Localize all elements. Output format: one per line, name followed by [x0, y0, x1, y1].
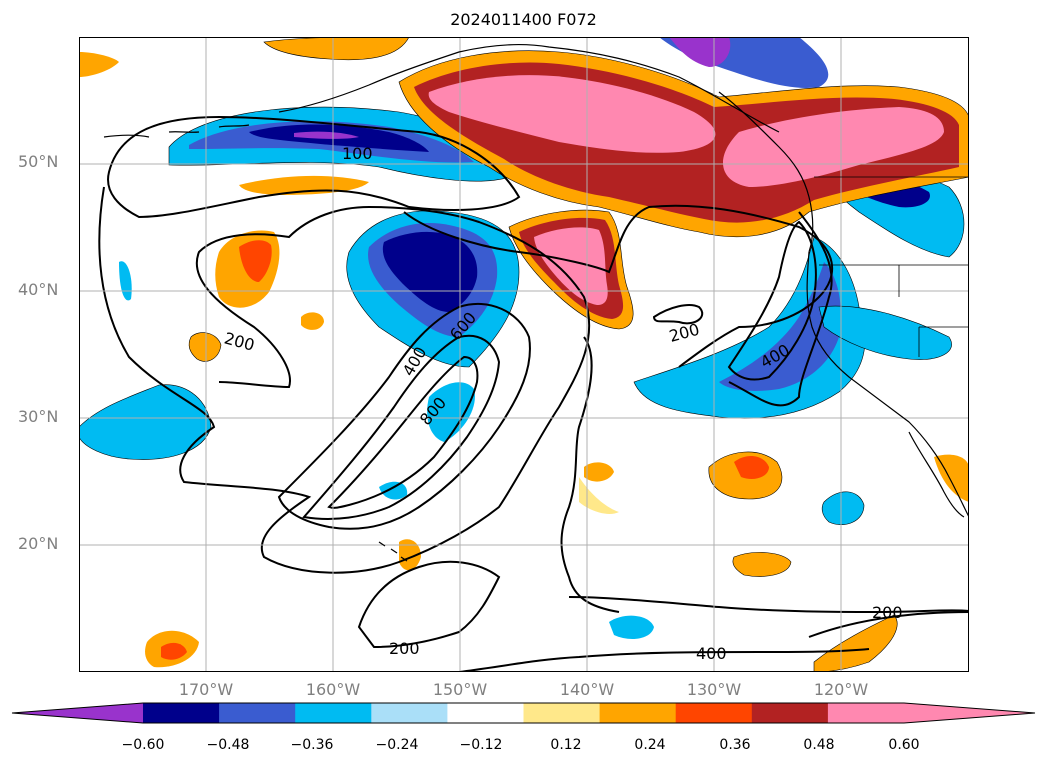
lat-label-30n: 30°N [18, 407, 59, 426]
contour-label: 400 [696, 644, 727, 663]
colorbar-segment [599, 703, 677, 723]
aleutian-islands [103, 124, 250, 138]
colorbar-segment [371, 703, 448, 723]
positive-area-hawaii [399, 539, 421, 571]
lon-label-170w: 170°W [178, 680, 234, 699]
lon-label-150w: 150°W [432, 680, 488, 699]
positive-area-subtropic-east-red [734, 455, 769, 479]
height-contours [98, 115, 969, 672]
positive-area-south-mid [732, 552, 792, 577]
colorbar-segments [12, 703, 1035, 723]
contour-200-east [652, 304, 704, 325]
positive-area-top-left [79, 52, 119, 77]
bc-coast [718, 91, 814, 253]
positive-area-west-tiny [301, 312, 324, 330]
positive-area-central-tongue-pink [534, 227, 608, 305]
lat-label-40n: 40°N [18, 280, 59, 299]
lon-label-120w: 120°W [813, 680, 869, 699]
contour-200-south [357, 560, 501, 649]
colorbar-segment [447, 703, 524, 723]
negative-area-north-top-core [669, 37, 731, 67]
lon-label-130w: 130°W [686, 680, 742, 699]
colorbar-tick: 0.12 [550, 737, 582, 753]
colorbar-tick: −0.24 [375, 737, 419, 753]
colorbar [11, 702, 1036, 724]
map-title: 2024011400 F072 [450, 10, 597, 29]
positive-area-subtropic-small [584, 462, 614, 482]
negative-area-small-southeast [821, 491, 865, 525]
positive-anomaly-areas [79, 37, 969, 672]
lat-label-50n: 50°N [18, 152, 59, 171]
contour-200-right [728, 211, 833, 407]
contour-400-south [458, 648, 870, 672]
map-frame [79, 37, 969, 672]
positive-area-west-blob-red [239, 240, 272, 282]
contour-label: 200 [389, 639, 420, 658]
state-border-1 [819, 264, 969, 297]
colorbar-segment [751, 703, 829, 723]
negative-area-small-hawaii [379, 481, 408, 500]
colorbar-tick: −0.12 [459, 737, 503, 753]
baja-peninsula [908, 431, 965, 518]
colorbar-tick: 0.24 [634, 737, 666, 753]
colorbar-tick: 0.60 [888, 737, 920, 753]
positive-area-southeast-streak [813, 614, 898, 672]
contour-800 [327, 355, 479, 509]
hawaii-islands [378, 541, 408, 562]
negative-area-small-south [609, 615, 654, 639]
contour-400-east [727, 220, 817, 381]
contour-200-southeast [808, 611, 969, 638]
negative-anomaly-areas [79, 37, 965, 639]
positive-area-southwest-red [161, 642, 187, 660]
contour-200-left [98, 186, 591, 574]
contour-600 [302, 334, 501, 520]
negative-area-central-core [382, 231, 478, 312]
positive-area-yellow-halo-north [579, 477, 619, 514]
contour-label: 200 [872, 603, 903, 622]
lon-label-160w: 160°W [305, 680, 361, 699]
contour-400-center [277, 302, 531, 530]
colorbar-segment [675, 703, 753, 723]
negative-area-northwest-peak [294, 131, 359, 139]
us-west-coast [806, 251, 969, 518]
colorbar-extend-max [904, 703, 1035, 723]
colorbar-tick: −0.36 [290, 737, 334, 753]
colorbar-segment [143, 703, 220, 723]
negative-area-small-subtropic [427, 382, 475, 442]
colorbar-extend-min [12, 703, 143, 723]
negative-area-east-mid [719, 262, 841, 391]
lat-label-20n: 20°N [18, 534, 59, 553]
negative-area-west-edge [79, 384, 212, 460]
colorbar-segment [295, 703, 372, 723]
lon-label-140w: 140°W [559, 680, 615, 699]
colorbar-tick: 0.48 [803, 737, 835, 753]
positive-area-northeast-pink [722, 107, 944, 187]
colorbar-tick: 0.36 [719, 737, 751, 753]
colorbar-tick: −0.60 [121, 737, 165, 753]
positive-area-north-band-pink [428, 75, 716, 153]
colorbar-tick: −0.48 [206, 737, 250, 753]
colorbar-segment [523, 703, 601, 723]
negative-area-east-secondary [818, 305, 952, 360]
colorbar-outline [11, 702, 1036, 724]
coastlines [103, 43, 969, 562]
alaska-coast [278, 43, 780, 133]
map-svg: 100 200 200 400 600 800 400 200 200 400 [79, 37, 969, 672]
state-border-2 [918, 326, 969, 357]
graticule [79, 37, 969, 672]
contour-label: 100 [342, 144, 373, 163]
colorbar-segment [219, 703, 296, 723]
contour-200-bottom [568, 596, 969, 614]
contour-100 [107, 115, 521, 219]
map-panel: 100 200 200 400 600 800 400 200 200 400 [79, 37, 969, 672]
colorbar-segment [827, 703, 905, 723]
positive-area-west-small [188, 332, 222, 362]
contour-200-east-left [560, 336, 620, 613]
contour-200-upper [403, 204, 833, 368]
